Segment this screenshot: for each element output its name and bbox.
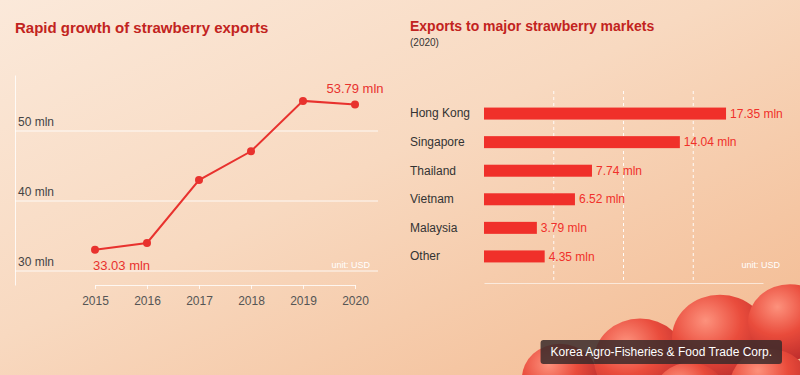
x-tick-mark [95,285,96,289]
x-axis-line [96,285,356,286]
y-tick-label: Singapore [410,135,465,149]
x-axis: 2015 2016 2017 2018 2019 2020 [82,285,369,308]
data-label: 3.79 mln [541,221,587,235]
point [351,100,359,108]
bar [484,165,592,177]
grid-line [15,201,378,202]
x-tick-label: 2019 [290,294,317,308]
data-label: 33.03 mln [93,258,150,273]
x-tick-mark [147,285,148,289]
annotation: unit: USD [741,260,780,270]
x-tick-label: 2020 [342,294,369,308]
data-label: 4.35 mln [549,250,595,264]
bar [484,250,545,262]
y-tick: Malaysia [410,221,484,235]
y-tick-label: 30 mln [18,255,54,269]
subtitle: (2020) [410,37,439,48]
y-tick: 40 mln [15,185,54,202]
title: Exports to major strawberry markets [410,18,655,34]
bar [484,222,537,234]
grid-line [15,131,378,132]
data-labels: 33.03 mln 53.79 mln [93,81,384,272]
y-tick-label: Malaysia [410,221,458,235]
x-tick: 2019 [290,285,317,308]
x-tick: 2015 [82,285,109,308]
y-axis-line [15,76,16,286]
bar [484,136,680,148]
point [91,246,99,254]
source: Korea Agro-Fisheries & Food Trade Corp. [541,340,782,364]
x-tick-label: 2016 [134,294,161,308]
x-axis [485,283,764,285]
y-tick-label: Other [410,249,440,263]
point [195,176,203,184]
data-labels: 17.35 mln 14.04 mln 7.74 mln 6.52 mln 3.79 m… [541,107,783,264]
y-tick-label: 50 mln [18,115,54,129]
bar [484,108,726,120]
bar-chart: Exports to major strawberry markets (2020… [410,18,783,284]
y-tick-label: Thailand [410,164,456,178]
x-tick: 2016 [134,285,161,308]
grid-line [15,271,378,272]
chart-root: Rapid growth of strawberry exports 30 mln… [0,0,800,375]
y-tick: 50 mln [15,115,54,132]
y-tick: Singapore [410,135,484,149]
x-axis-line [485,283,764,284]
point [247,147,255,155]
y-tick: Other [410,249,484,263]
y-axis: Hong Kong Singapore Thailand Vietnam Malaysi… [410,106,484,263]
y-tick-label: Vietnam [410,192,454,206]
data-label: 6.52 mln [579,192,625,206]
source-box [541,340,782,364]
x-tick-label: 2017 [186,294,213,308]
y-tick: Hong Kong [410,106,484,120]
x-tick-mark [303,285,304,289]
point [299,97,307,105]
bar [484,193,575,205]
y-tick: 30 mln [15,255,54,272]
y-tick-label: 40 mln [18,185,54,199]
grid-line [623,91,624,283]
x-tick-mark [199,285,200,289]
y-axis: 30 mln 40 mln 50 mln [15,76,54,286]
x-tick-label: 2018 [238,294,265,308]
line [95,101,355,250]
canvas: Rapid growth of strawberry exports 30 mln… [0,0,800,375]
data-label: 7.74 mln [596,164,642,178]
source-text: Korea Agro-Fisheries & Food Trade Corp. [551,345,772,359]
data-label: 53.79 mln [326,81,383,96]
grid [15,131,378,271]
title: Rapid growth of strawberry exports [15,19,268,36]
grid-line [693,91,694,283]
x-tick-mark [355,285,356,289]
y-tick: Thailand [410,164,484,178]
x-tick: 2018 [238,285,265,308]
y-tick-label: Hong Kong [410,106,470,120]
x-tick-label: 2015 [82,294,109,308]
data-label: 17.35 mln [730,107,783,121]
x-tick-mark [251,285,252,289]
x-tick: 2017 [186,285,213,308]
marks [91,97,359,254]
annotation: unit: USD [331,260,370,270]
x-tick: 2020 [342,285,369,308]
marks [484,108,726,263]
data-label: 14.04 mln [684,135,737,149]
point [143,239,151,247]
strawberry [654,363,726,375]
line-chart: Rapid growth of strawberry exports 30 mln… [15,19,384,308]
y-tick: Vietnam [410,192,484,206]
decoration [522,284,800,375]
